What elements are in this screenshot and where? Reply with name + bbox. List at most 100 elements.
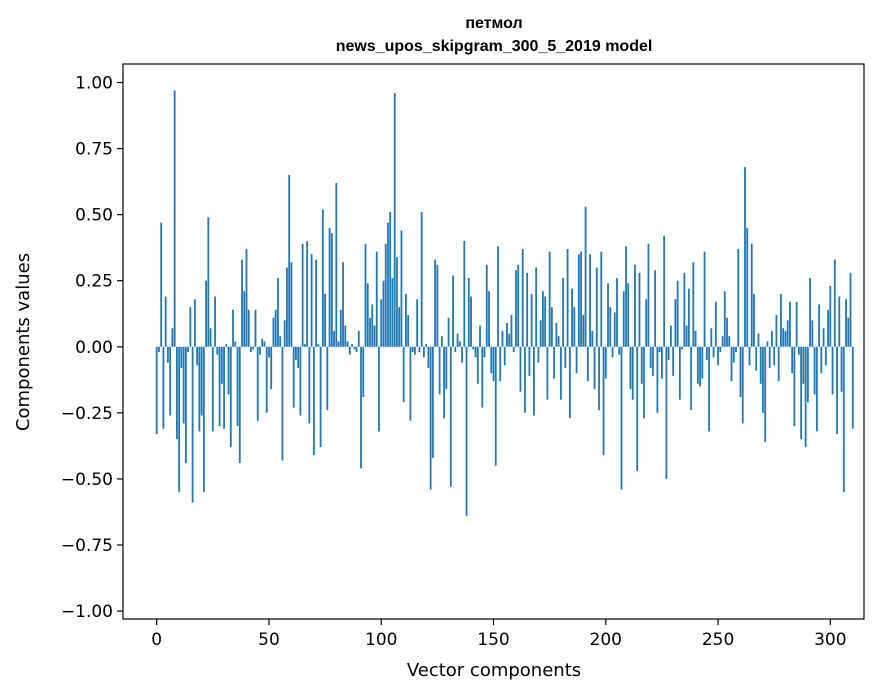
bar [845, 299, 847, 347]
bar [739, 346, 742, 397]
bar [827, 309, 829, 347]
bar [667, 346, 670, 360]
bar [429, 346, 432, 490]
bar [550, 307, 553, 347]
bar [169, 346, 172, 416]
bar [173, 90, 176, 347]
bar [791, 346, 794, 374]
bar [200, 346, 203, 416]
bar [452, 275, 454, 347]
x-tick-label: 200 [590, 630, 622, 650]
bar [714, 301, 717, 347]
bar [162, 346, 165, 429]
bar [292, 346, 295, 408]
bar [553, 346, 556, 379]
bar [335, 182, 338, 347]
bar [681, 346, 684, 350]
bar [207, 217, 210, 347]
bar [387, 222, 389, 347]
bar [295, 346, 297, 360]
bar [548, 251, 551, 347]
bar [759, 346, 762, 384]
bar [773, 346, 776, 366]
bar [234, 341, 237, 347]
bar [454, 346, 457, 353]
bar [393, 93, 396, 347]
bar [764, 346, 767, 442]
bar [508, 333, 511, 347]
bar [815, 346, 818, 432]
bar [542, 291, 544, 347]
bar [818, 304, 820, 347]
bar [746, 227, 749, 347]
bar [418, 346, 421, 353]
bar [353, 346, 356, 350]
bar [559, 346, 562, 400]
bar [445, 346, 448, 390]
bar [744, 167, 746, 347]
bar [775, 315, 778, 347]
bar [618, 346, 621, 355]
bar [824, 346, 827, 366]
bar [283, 320, 286, 347]
bar [768, 346, 771, 368]
bar [640, 346, 643, 384]
bar [319, 346, 322, 448]
bar [793, 346, 796, 427]
bar [290, 262, 293, 347]
bar [506, 323, 508, 347]
bar [797, 346, 800, 355]
bar [573, 307, 576, 347]
bar [389, 212, 392, 347]
bar [436, 264, 439, 347]
bar [672, 346, 675, 376]
bar [690, 346, 692, 411]
bar [364, 243, 367, 347]
bar [178, 346, 181, 493]
bar [685, 325, 688, 347]
bar [607, 283, 609, 347]
bar [196, 346, 198, 366]
bar [488, 291, 490, 347]
bar [333, 330, 335, 347]
bar [465, 346, 468, 516]
bar [438, 346, 441, 395]
bar [780, 293, 782, 347]
bar [182, 346, 185, 424]
bar [512, 346, 515, 353]
bar [229, 346, 232, 448]
bar [286, 267, 288, 347]
bar [256, 346, 259, 421]
bar [501, 330, 504, 347]
bar [663, 235, 666, 347]
bar [654, 270, 657, 347]
bar [297, 346, 300, 368]
bar [811, 320, 814, 347]
bar [786, 320, 789, 347]
x-axis-ticks: 0 50 100 150 200 250 300 [151, 619, 847, 650]
bar [160, 222, 163, 347]
bar [497, 246, 499, 347]
bar [676, 280, 679, 347]
bar [310, 254, 313, 347]
bar [557, 336, 560, 347]
bar [629, 346, 632, 390]
bar [643, 346, 645, 419]
bar [591, 330, 594, 347]
bar [535, 267, 538, 347]
bar [645, 299, 648, 347]
bar [622, 291, 625, 347]
bar [184, 346, 187, 464]
bar [665, 346, 668, 479]
plot-frame [122, 63, 865, 620]
bar [721, 336, 724, 347]
y-tick-label: 0.50 [75, 206, 113, 226]
bar [575, 346, 578, 374]
bar [301, 243, 304, 347]
bar [699, 346, 701, 387]
bar [472, 346, 475, 350]
bar [382, 280, 385, 347]
bar [750, 243, 753, 347]
bar [710, 328, 713, 347]
